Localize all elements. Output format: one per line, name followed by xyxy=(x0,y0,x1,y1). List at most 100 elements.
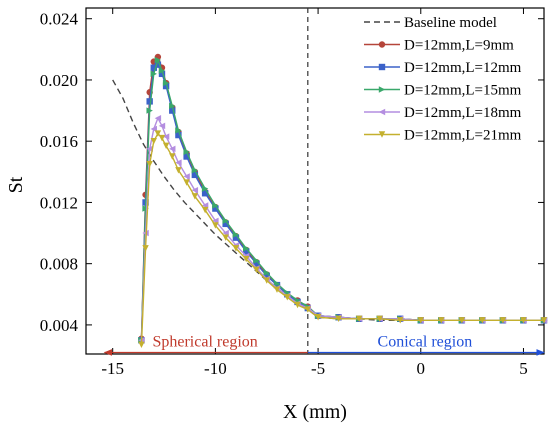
point xyxy=(158,122,166,130)
point xyxy=(232,234,240,241)
x-tick-label: -10 xyxy=(204,359,227,378)
point xyxy=(378,41,386,48)
point xyxy=(201,206,209,214)
point xyxy=(242,255,250,263)
y-tick-label: 0.012 xyxy=(40,193,78,212)
region-label: Spherical region xyxy=(152,333,257,350)
legend-label: Baseline model xyxy=(404,15,497,31)
point xyxy=(376,315,383,322)
point xyxy=(146,107,153,114)
point xyxy=(169,153,176,160)
point xyxy=(201,185,209,192)
point xyxy=(263,277,270,284)
plot-frame xyxy=(85,7,545,355)
point xyxy=(146,160,153,168)
point xyxy=(138,341,145,349)
point xyxy=(154,115,162,122)
point xyxy=(142,229,149,237)
point xyxy=(162,82,170,90)
point xyxy=(183,179,190,186)
point xyxy=(273,286,281,293)
point xyxy=(158,67,166,74)
point xyxy=(154,130,162,137)
point xyxy=(438,317,445,324)
legend-label: D=12mm,L=21mm xyxy=(404,128,522,144)
point xyxy=(146,145,153,153)
point xyxy=(222,217,229,225)
point xyxy=(183,153,190,160)
point xyxy=(183,173,190,180)
point xyxy=(232,245,240,252)
point xyxy=(212,222,219,229)
point xyxy=(150,64,157,71)
point xyxy=(169,102,176,110)
x-tick-label: -5 xyxy=(311,359,325,378)
legend-label: D=12mm,L=12mm xyxy=(404,60,522,76)
y-tick-label: 0.008 xyxy=(40,255,78,274)
point xyxy=(154,56,162,64)
series-5 xyxy=(138,130,548,349)
point xyxy=(158,134,166,142)
y-axis-label: St xyxy=(5,176,27,193)
legend-label: D=12mm,L=15mm xyxy=(404,83,522,99)
data-series xyxy=(112,53,548,349)
point xyxy=(520,317,527,324)
point xyxy=(378,63,386,71)
point xyxy=(175,167,182,174)
point xyxy=(169,107,176,114)
point xyxy=(378,131,386,138)
point xyxy=(212,202,219,209)
region-label: Conical region xyxy=(378,333,473,350)
point xyxy=(294,301,301,309)
point xyxy=(253,266,260,273)
point xyxy=(540,317,548,324)
point xyxy=(304,306,312,313)
point xyxy=(355,315,363,322)
point xyxy=(253,260,260,267)
point xyxy=(479,317,486,324)
point xyxy=(146,98,153,105)
point xyxy=(162,133,170,140)
point xyxy=(169,145,176,153)
point xyxy=(232,231,240,238)
point xyxy=(314,314,322,321)
point xyxy=(378,86,386,93)
x-tick-label: -15 xyxy=(101,359,124,378)
point xyxy=(284,294,291,301)
y-tick-label: 0.016 xyxy=(40,132,78,151)
point xyxy=(397,317,404,324)
point xyxy=(158,70,166,78)
y-tick-label: 0.020 xyxy=(40,71,78,90)
point xyxy=(183,148,190,156)
point xyxy=(175,159,182,166)
point xyxy=(142,245,149,252)
point xyxy=(499,317,507,324)
point xyxy=(191,171,199,179)
point xyxy=(263,272,270,280)
point xyxy=(150,70,157,78)
legend-label: D=12mm,L=18mm xyxy=(404,105,522,121)
point xyxy=(222,234,229,241)
point xyxy=(242,245,250,252)
point xyxy=(154,61,162,68)
point xyxy=(162,142,170,149)
point xyxy=(175,131,182,139)
legend-label: D=12mm,L=9mm xyxy=(404,38,514,54)
point xyxy=(378,108,386,116)
point xyxy=(191,167,199,174)
y-tick-label: 0.004 xyxy=(40,316,79,335)
point xyxy=(458,317,466,324)
x-tick-label: 0 xyxy=(417,359,426,378)
legend: Baseline model D=12mm,L=9mm D=12mm,L=12mm D… xyxy=(364,15,522,144)
point xyxy=(242,248,250,255)
point xyxy=(417,317,424,324)
point xyxy=(253,257,260,264)
point xyxy=(150,137,157,145)
axis-ticks: -15 -10 -5 0 5 0.004 0.008 0.012 0.016 0.020 0.024 xyxy=(40,8,544,378)
point xyxy=(191,186,199,194)
x-axis-label: X (mm) xyxy=(283,401,347,423)
point xyxy=(335,315,342,322)
point xyxy=(222,220,229,228)
